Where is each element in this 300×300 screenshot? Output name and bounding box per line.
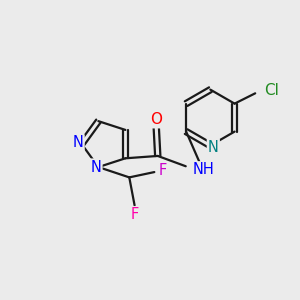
Text: N: N — [73, 135, 84, 150]
Text: Cl: Cl — [264, 83, 279, 98]
Text: F: F — [158, 163, 167, 178]
Text: NH: NH — [192, 162, 214, 177]
Text: F: F — [130, 207, 139, 222]
Text: N: N — [208, 140, 219, 154]
Text: O: O — [150, 112, 162, 127]
Text: N: N — [91, 160, 101, 175]
